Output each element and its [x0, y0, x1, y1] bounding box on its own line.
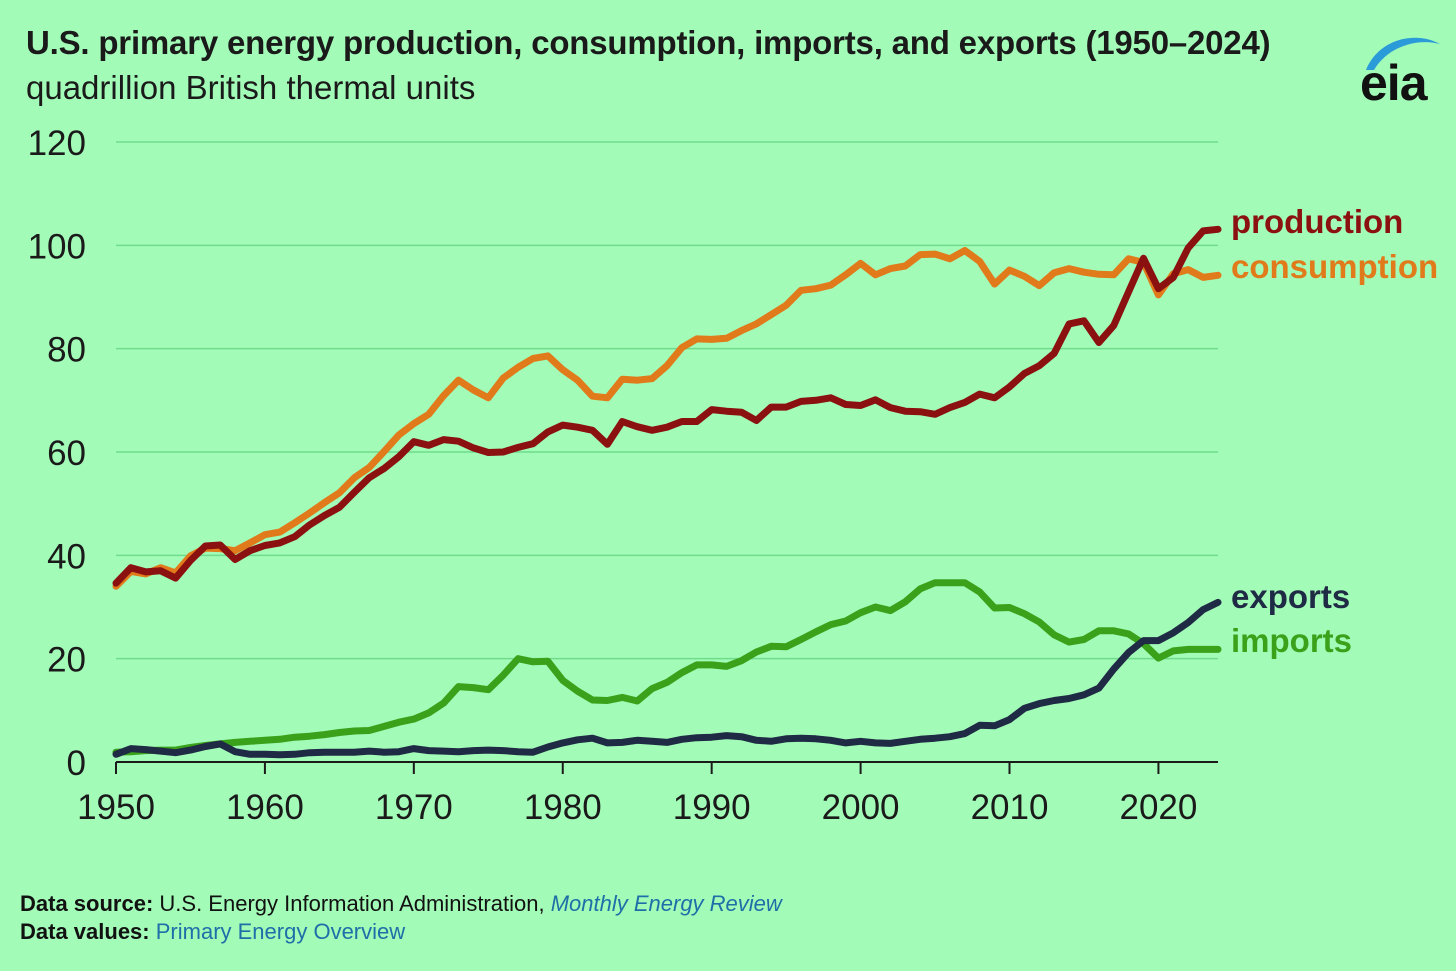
series-labels: production consumption imports exports	[1231, 203, 1438, 659]
x-tick-label-1960: 1960	[226, 788, 304, 827]
logo-text: eia	[1360, 55, 1428, 111]
consumption-line	[112, 247, 1222, 590]
x-tick-label-1980: 1980	[524, 788, 602, 827]
chart-subtitle: quadrillion British thermal units	[26, 69, 476, 106]
y-tick-label-0: 0	[67, 744, 86, 783]
y-tick-label-100: 100	[28, 227, 86, 266]
production-line	[112, 225, 1222, 587]
y-axis-ticks: 0 20 40 60 80 100 120	[28, 124, 86, 783]
y-tick-label-60: 60	[47, 434, 86, 473]
data-values-line: Data values: Primary Energy Overview	[20, 919, 405, 945]
eia-swoosh-icon	[1366, 37, 1440, 70]
eia-logo: eia	[1352, 30, 1444, 111]
x-tick-label-2020: 2020	[1119, 788, 1197, 827]
production-label: production	[1231, 203, 1403, 240]
data-values-label: Data values:	[20, 919, 150, 944]
data-source-text: U.S. Energy Information Administration,	[159, 891, 545, 916]
y-tick-label-20: 20	[47, 641, 86, 680]
gridlines	[116, 141, 1218, 660]
x-tick-label-1990: 1990	[673, 788, 751, 827]
series-lines	[112, 225, 1222, 759]
exports-line	[112, 598, 1222, 759]
data-source-label: Data source:	[20, 891, 154, 916]
consumption-label: consumption	[1231, 248, 1438, 285]
y-tick-label-80: 80	[47, 331, 86, 370]
chart-title: U.S. primary energy production, consumpt…	[26, 24, 1271, 61]
x-tick-label-1950: 1950	[77, 788, 155, 827]
imports-label: imports	[1231, 622, 1352, 659]
y-tick-label-120: 120	[28, 124, 86, 163]
imports-line	[112, 579, 1222, 756]
data-source-line: Data source: U.S. Energy Information Adm…	[20, 891, 782, 917]
x-axis: 1950 1960 1970 1980 1990 2000 2010 2020	[77, 761, 1218, 827]
y-tick-label-40: 40	[47, 537, 86, 576]
x-tick-label-2010: 2010	[971, 788, 1049, 827]
primary-energy-overview-link[interactable]: Primary Energy Overview	[155, 919, 406, 944]
x-tick-label-1970: 1970	[375, 788, 453, 827]
exports-label: exports	[1231, 578, 1350, 615]
monthly-energy-review-link[interactable]: Monthly Energy Review	[550, 891, 782, 916]
x-tick-label-2000: 2000	[822, 788, 900, 827]
